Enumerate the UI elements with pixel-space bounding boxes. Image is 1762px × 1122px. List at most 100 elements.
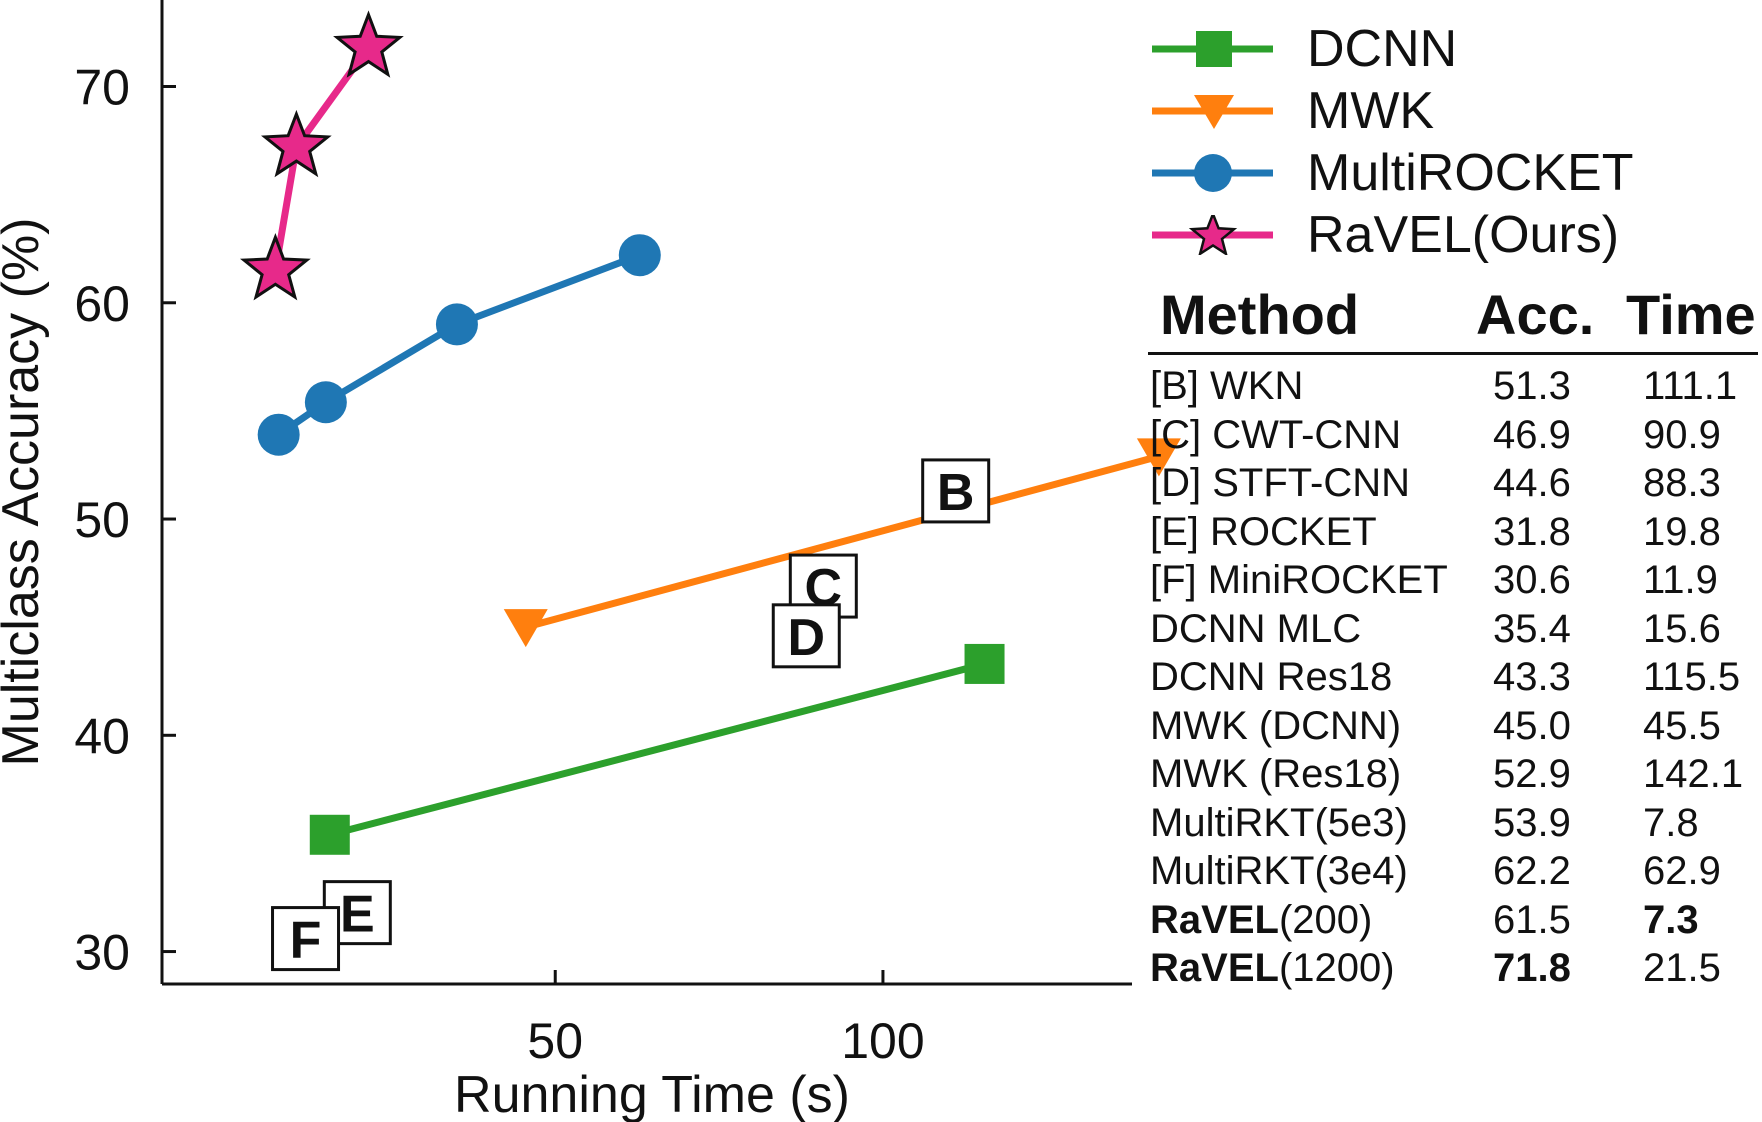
table-row: [F] MiniROCKET 30.6 11.9 (1148, 556, 1758, 605)
data-point-mwk (1136, 438, 1181, 477)
table-row: MultiRKT(5e3) 53.9 7.8 (1148, 799, 1758, 848)
annotation-b: B (921, 458, 991, 524)
cell-time: 90.9 (1643, 412, 1721, 457)
ticks: 50 100 30 40 50 60 70 (74, 60, 924, 1069)
table-row: [D] STFT-CNN 44.6 88.3 (1148, 459, 1758, 508)
table-row: RaVEL(200) 61.5 7.3 (1148, 896, 1758, 945)
data-point-dcnn (309, 814, 350, 855)
table-row: MWK (DCNN) 45.0 45.5 (1148, 702, 1758, 751)
cell-method-text: [C] CWT-CNN (1150, 412, 1402, 457)
cell-acc: 35.4 (1493, 606, 1571, 651)
cell-time: 21.5 (1643, 946, 1721, 990)
y-tick-label: 40 (74, 708, 130, 764)
data-point-multirocket (257, 413, 300, 456)
cell-acc: 43.3 (1493, 655, 1571, 699)
cell-method: [B] WKN (1150, 364, 1303, 409)
data-point-multirocket (304, 381, 347, 424)
cell-time: 15.6 (1643, 606, 1721, 651)
data-point-multirocket (618, 234, 661, 277)
cell-method: MultiRKT(3e4) (1150, 849, 1408, 894)
annotation-label: D (787, 609, 825, 667)
annotation-label: E (340, 886, 375, 944)
cell-method-bold: RaVEL (1150, 946, 1279, 990)
cell-acc: 31.8 (1493, 509, 1571, 554)
cell-method: MWK (DCNN) (1150, 704, 1401, 749)
header-method: Method (1160, 283, 1360, 346)
table-row: [E] ROCKET 31.8 19.8 (1148, 508, 1758, 557)
cell-time: 7.3 (1643, 897, 1699, 942)
annotation-box (271, 906, 341, 972)
cell-time: 115.5 (1643, 655, 1741, 699)
cell-method: RaVEL(1200) (1150, 946, 1395, 991)
legend-label-dcnn: DCNN (1307, 20, 1458, 78)
data-point-ravel-ours (239, 233, 311, 301)
y-tick-label: 50 (74, 492, 130, 548)
cell-method: MWK (Res18) (1150, 752, 1401, 797)
cell-method-text: [F] MiniROCKET (1150, 558, 1448, 602)
series-line-multirocket (276, 251, 642, 438)
cell-time: 88.3 (1643, 461, 1721, 505)
cell-method-text: MultiRKT(3e4) (1150, 849, 1408, 893)
data-point-mwk (503, 609, 548, 648)
legend-label-ravel: RaVEL(Ours) (1307, 206, 1620, 264)
cell-acc: 30.6 (1493, 558, 1571, 602)
legend-label-mwk: MWK (1307, 82, 1435, 140)
table-body: [B] WKN 51.3 111.1 [C] CWT-CNN 46.9 90.9 [D] S… (1148, 362, 1758, 993)
data-point-dcnn (964, 643, 1005, 684)
legend-swatch-mwk (1152, 95, 1273, 129)
cell-method-text: MultiRKT(5e3) (1150, 800, 1408, 845)
annotation-label: B (937, 464, 975, 522)
table-row: [C] CWT-CNN 46.9 90.9 (1148, 411, 1758, 460)
cell-method: DCNN Res18 (1150, 655, 1392, 700)
x-axis-label: Running Time (s) (454, 1066, 850, 1122)
cell-acc: 44.6 (1493, 461, 1571, 505)
data-point-multirocket (435, 303, 478, 346)
cell-time: 142.1 (1643, 752, 1744, 796)
cell-acc: 51.3 (1493, 364, 1571, 408)
annotation-d: D (771, 603, 841, 669)
legend-item-mwk: MWK (1150, 80, 1633, 142)
cell-method-text: [E] ROCKET (1150, 509, 1377, 554)
cell-acc: 62.2 (1493, 849, 1571, 893)
legend-swatch-dcnn (1152, 31, 1273, 67)
x-tick-label: 50 (527, 1013, 583, 1069)
y-tick-label: 60 (74, 276, 130, 332)
cell-time: 45.5 (1643, 703, 1721, 748)
header-acc: Acc. (1476, 283, 1595, 346)
table-row: DCNN Res18 43.3 115.5 (1148, 653, 1758, 702)
x-tick-label: 100 (841, 1013, 924, 1069)
series-dcnn (309, 643, 1005, 855)
annotation-box (771, 603, 841, 669)
cell-method: [E] ROCKET (1150, 510, 1377, 555)
series-mwk (503, 438, 1181, 648)
annotation-label: F (290, 912, 322, 970)
cell-method: [C] CWT-CNN (1150, 413, 1401, 458)
cell-acc: 45.0 (1493, 703, 1571, 748)
table-header-row: Method Acc. Time (1148, 282, 1756, 348)
table-row: MultiRKT(3e4) 62.2 62.9 (1148, 847, 1758, 896)
legend-item-dcnn: DCNN (1150, 18, 1633, 80)
cell-method-bold: RaVEL (1150, 897, 1279, 942)
cell-method-text: DCNN Res18 (1150, 655, 1393, 699)
cell-time: 111.1 (1643, 364, 1738, 408)
cell-method-text: (1200) (1278, 946, 1395, 990)
cell-method: [D] STFT-CNN (1150, 461, 1410, 506)
header-time: Time (1626, 283, 1756, 346)
table-row: MWK (Res18) 52.9 142.1 (1148, 750, 1758, 799)
cell-time: 11.9 (1643, 558, 1718, 602)
y-tick-label: 30 (74, 925, 130, 981)
data-point-ravel-ours (333, 10, 404, 78)
cell-method-text: MWK (DCNN) (1150, 703, 1402, 748)
annotation-box (921, 458, 991, 524)
series-line-mwk (524, 452, 1160, 631)
series-ravel-ours (239, 10, 404, 301)
cell-method: DCNN MLC (1150, 607, 1361, 652)
y-tick-label: 70 (74, 60, 130, 116)
axes: Running Time (s) Multiclass Accuracy (%) (0, 0, 1132, 1122)
legend-item-ravel: RaVEL(Ours) (1150, 204, 1633, 266)
cell-method: RaVEL(200) (1150, 898, 1372, 943)
cell-method: MultiRKT(5e3) (1150, 801, 1408, 846)
annotation-f: F (271, 906, 341, 972)
cell-time: 19.8 (1643, 509, 1721, 554)
